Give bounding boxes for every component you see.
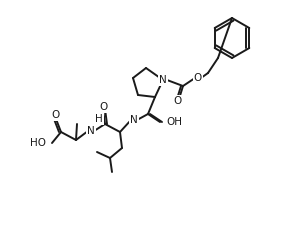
Text: O: O (100, 102, 108, 112)
Text: OH: OH (166, 117, 182, 127)
Text: H: H (95, 114, 103, 124)
Text: N: N (130, 115, 138, 125)
Text: N: N (87, 126, 95, 136)
Text: N: N (159, 75, 167, 85)
Text: O: O (51, 110, 59, 120)
Text: O: O (194, 73, 202, 83)
Text: HO: HO (30, 138, 46, 148)
Text: O: O (174, 96, 182, 106)
